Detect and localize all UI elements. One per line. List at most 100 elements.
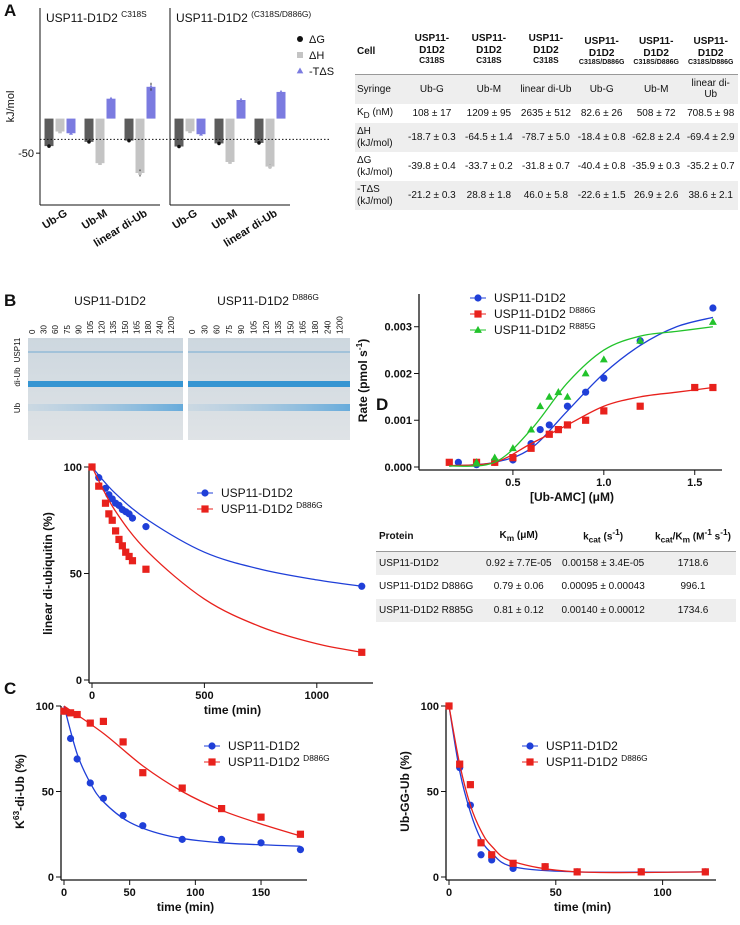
bar bbox=[135, 118, 145, 173]
text-part: D bbox=[363, 109, 370, 120]
y-tick-label: 0.000 bbox=[384, 462, 412, 474]
marker bbox=[474, 325, 482, 333]
marker bbox=[88, 463, 96, 471]
marker bbox=[358, 648, 366, 656]
marker bbox=[297, 36, 303, 42]
bar bbox=[254, 118, 264, 143]
text-part: K bbox=[357, 106, 364, 118]
lane-label: 1200 bbox=[167, 316, 176, 334]
band-label: USP11 bbox=[13, 337, 22, 362]
bar bbox=[196, 118, 206, 135]
table-cell: -21.2 ± 0.3 bbox=[403, 181, 461, 211]
table-cell: USP11-D1D2 R885G bbox=[376, 598, 482, 623]
table-cell: 26.9 ± 2.6 bbox=[628, 181, 684, 211]
marker bbox=[545, 421, 553, 429]
marker bbox=[122, 548, 130, 556]
marker bbox=[545, 392, 554, 400]
marker bbox=[472, 458, 481, 466]
table-cell: 28.8 ± 1.8 bbox=[460, 181, 518, 211]
data-table: Cell USP11-D1D2 C318S USP11-D1D2 C318S USP1… bbox=[355, 30, 738, 211]
y-tick-label: 0.003 bbox=[384, 322, 412, 334]
legend-label: USP11-D1D2 D886G bbox=[221, 500, 323, 516]
bar bbox=[124, 118, 134, 141]
text-part: C318S bbox=[419, 55, 445, 65]
text-part: USP11-D1D2 bbox=[693, 36, 728, 59]
gel-title: USP11-D1D2 bbox=[74, 294, 146, 308]
marker bbox=[554, 388, 563, 396]
header-cell: USP11-D1D2 C318S/D886G bbox=[683, 30, 738, 75]
marker bbox=[637, 868, 645, 876]
text-part: USP11-D1D2 bbox=[584, 36, 619, 59]
x-tick-label: 1.0 bbox=[596, 477, 611, 489]
marker bbox=[108, 516, 116, 524]
text-part: s bbox=[711, 531, 721, 543]
marker bbox=[709, 304, 717, 312]
header-row: Protein Km (μM) kcat (s-1) kcat/Km (M-1 s-1… bbox=[376, 522, 736, 552]
table-cell: linear di-Ub bbox=[683, 74, 738, 104]
data-table: Protein Km (μM) kcat (s-1) kcat/Km (M-1 s-1… bbox=[376, 522, 736, 623]
marker bbox=[98, 161, 102, 165]
fit-curve bbox=[91, 466, 362, 653]
marker bbox=[296, 830, 305, 838]
marker bbox=[445, 702, 453, 710]
marker bbox=[105, 510, 113, 518]
table-cell: -18.7 ± 0.3 bbox=[403, 123, 461, 153]
table-cell: 708.5 ± 98 bbox=[687, 107, 735, 119]
table-cell: 0.00140 ± 0.00012 bbox=[556, 598, 650, 623]
text-part: cat bbox=[660, 534, 673, 545]
text-part: USP11-D1D2 bbox=[221, 486, 293, 500]
table-row: USP11-D1D2 R885G 0.81 ± 0.12 0.00140 ± 0.0… bbox=[376, 598, 736, 623]
marker bbox=[86, 779, 94, 787]
marker bbox=[217, 141, 221, 146]
table-cell: 1209 ± 95 bbox=[466, 107, 512, 119]
text-part: R885G bbox=[569, 321, 596, 331]
y-axis-label: linear di-ubiquitin (%) bbox=[41, 512, 55, 635]
table-cell: -39.8 ± 0.4 bbox=[407, 161, 456, 173]
marker bbox=[142, 565, 150, 573]
lane-label: 30 bbox=[200, 325, 209, 334]
text-part: USP11-D1D2 bbox=[228, 755, 303, 769]
table-cell: 508 ± 72 bbox=[636, 107, 676, 119]
bar bbox=[174, 118, 184, 147]
header-cell: kcat (s-1) bbox=[556, 522, 650, 552]
lane-label: 165 bbox=[299, 320, 308, 334]
fit-curve bbox=[91, 466, 362, 587]
text-part: C318S/D886G bbox=[687, 59, 734, 67]
legend-label: ΔG bbox=[309, 34, 325, 46]
marker bbox=[218, 835, 226, 843]
text-part: USP11-D1D2 bbox=[494, 307, 569, 321]
marker bbox=[99, 717, 108, 725]
table-cell: -35.9 ± 0.3 bbox=[632, 161, 681, 173]
y-tick-label: 0 bbox=[76, 675, 82, 687]
lane-label: 180 bbox=[311, 320, 320, 334]
x-axis-label: time (min) bbox=[554, 900, 611, 914]
marker bbox=[701, 868, 709, 876]
text-part: USP11-D1D2 bbox=[176, 11, 251, 25]
table-cell: -62.8 ± 2.4 bbox=[628, 123, 684, 153]
header-cell: Km (μM) bbox=[481, 522, 557, 552]
fit-curve bbox=[448, 705, 706, 873]
marker bbox=[139, 822, 147, 830]
marker bbox=[257, 839, 265, 847]
table-cell: -64.5 ± 1.4 bbox=[460, 123, 518, 153]
table-cell: -18.4 ± 0.8 bbox=[574, 123, 629, 153]
marker bbox=[201, 505, 209, 513]
x-tick-label: 500 bbox=[195, 690, 213, 702]
x-tick-label: Ub-M bbox=[210, 207, 240, 232]
text-part: (s bbox=[600, 531, 613, 543]
marker bbox=[73, 710, 81, 719]
marker bbox=[115, 535, 123, 544]
marker bbox=[466, 781, 474, 789]
fit-curve bbox=[63, 705, 301, 837]
text-part: D886G bbox=[621, 753, 648, 763]
x-tick-label: 0 bbox=[89, 690, 95, 702]
marker bbox=[142, 523, 150, 531]
y-tick-label: 100 bbox=[36, 701, 54, 713]
marker bbox=[509, 859, 517, 867]
lane-label: 75 bbox=[63, 325, 72, 334]
table-cell: ΔG (kJ/mol) bbox=[357, 155, 393, 178]
y-tick-label: 0.001 bbox=[384, 415, 412, 427]
y-axis-label: kJ/mol bbox=[5, 91, 17, 123]
marker bbox=[708, 317, 717, 325]
